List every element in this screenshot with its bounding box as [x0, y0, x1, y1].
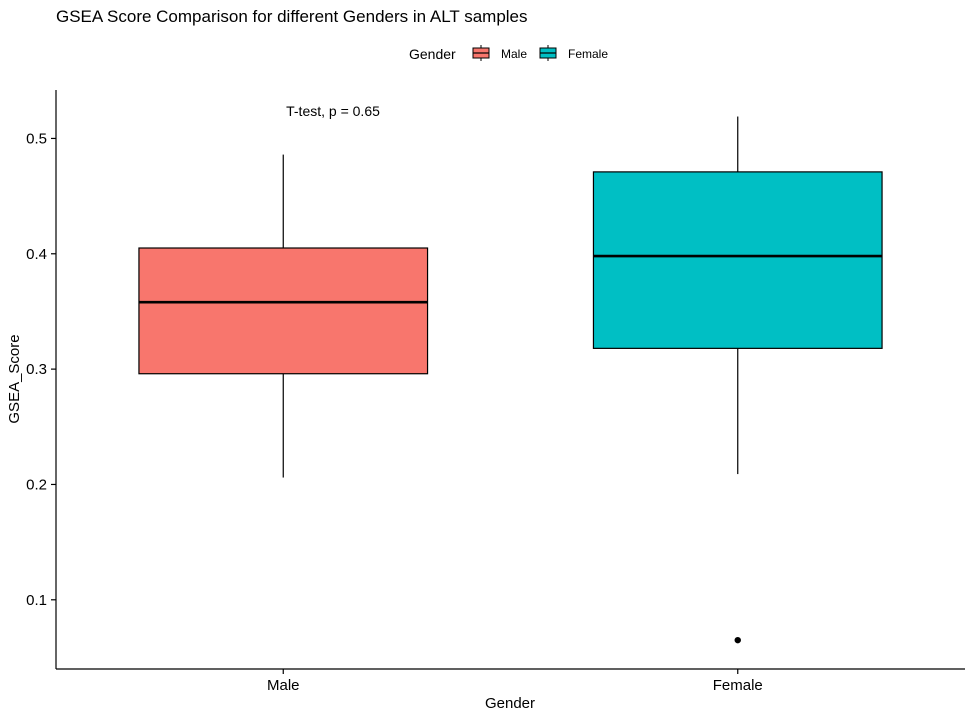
chart-title: GSEA Score Comparison for different Gend… — [56, 7, 528, 26]
box-female — [592, 116, 883, 644]
y-axis-label: GSEA_Score — [6, 334, 23, 423]
legend: Gender Male Female — [409, 45, 608, 62]
box-male — [138, 154, 429, 478]
y-tick-label: 0.1 — [26, 592, 47, 609]
box-iqr — [138, 247, 429, 375]
x-axis-label: Gender — [485, 695, 535, 712]
legend-label-male: Male — [501, 47, 527, 61]
x-ticks: Male Female — [267, 669, 763, 694]
outlier-point — [734, 636, 741, 644]
boxes — [138, 116, 883, 644]
box-iqr — [592, 171, 883, 349]
y-tick-label: 0.2 — [26, 476, 47, 493]
y-tick-label: 0.3 — [26, 361, 47, 378]
p-value-annotation: T-test, p = 0.65 — [286, 103, 380, 119]
legend-key-female — [539, 45, 557, 61]
legend-title: Gender — [409, 46, 456, 62]
y-tick-label: 0.4 — [26, 246, 47, 263]
y-tick-label: 0.5 — [26, 130, 47, 147]
x-tick-label: Male — [267, 677, 300, 694]
legend-key-male — [472, 45, 490, 61]
x-tick-label: Female — [713, 677, 763, 694]
legend-label-female: Female — [568, 47, 608, 61]
y-ticks: 0.1 0.2 0.3 0.4 0.5 — [26, 130, 56, 609]
